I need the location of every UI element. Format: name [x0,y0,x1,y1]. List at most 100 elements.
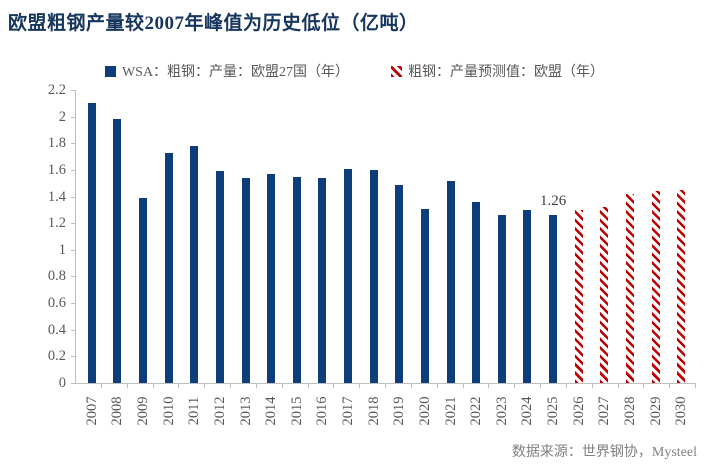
bar-slot-2014: 2014 [258,90,284,426]
y-axis-tick [71,223,75,225]
y-axis-label: 0.2 [47,348,66,365]
y-axis-tick [71,169,75,171]
x-axis-label-2008: 2008 [109,396,126,426]
chart-title: 欧盟粗钢产量较2007年峰值为历史低位（亿吨） [8,13,419,34]
bar-2022 [472,201,481,383]
bar-2025 [549,215,558,383]
y-axis-label: 1 [58,241,66,258]
bar-slot-2029: 2029 [643,90,669,426]
x-axis-tick [617,384,619,388]
x-axis-tick [126,384,128,388]
bar-slot-2010: 2010 [156,90,182,426]
x-axis-tick [410,384,412,388]
y-axis-label: 1.2 [47,215,66,232]
bar-2015 [292,176,301,383]
bar-2012 [215,171,224,383]
source-note: 数据来源：世界钢协，Mysteel [511,445,697,460]
x-axis-label-2007: 2007 [83,396,100,426]
x-axis-tick [643,384,645,388]
x-axis-label-2026: 2026 [570,396,587,426]
bar-slot-2009: 2009 [130,90,156,426]
legend-item-forecast: 粗钢：产量预测值：欧盟（年） [391,61,604,81]
x-axis-tick [230,384,231,388]
y-axis-tick [71,329,75,331]
bar-slot-2011: 2011 [182,90,208,425]
x-axis-tick [695,384,696,388]
x-axis-tick [385,384,386,388]
bar-2011 [190,145,199,383]
x-axis-label-2012: 2012 [211,396,228,426]
bar-slot-2008: 2008 [105,90,131,426]
legend-item-actual: WSA：粗钢：产量：欧盟27国（年） [104,61,350,81]
x-axis-label-2020: 2020 [416,396,433,426]
bar-slot-2015: 2015 [284,90,310,426]
bar-2007 [87,103,96,383]
x-axis-label-2014: 2014 [263,396,280,426]
bar-2019 [395,184,404,383]
bar-slot-2013: 2013 [233,90,259,426]
x-axis-tick [514,384,516,388]
x-axis-label-2030: 2030 [673,396,690,426]
y-axis-tick [71,249,75,251]
bar-slot-2022: 2022 [463,90,489,426]
x-axis-tick [178,384,180,388]
y-axis-label: 2 [58,108,66,125]
y-axis-tick [71,143,75,145]
x-axis-tick [591,384,593,388]
y-axis-tick [71,356,75,358]
solid-swatch-icon [104,65,116,77]
x-axis-label-2024: 2024 [519,396,536,426]
bar-2010 [164,152,173,383]
bar-slot-2017: 2017 [335,90,361,426]
y-axis-tick [71,116,75,118]
bar-2026 [574,209,583,383]
y-axis-label: 2.2 [47,82,66,98]
x-axis-tick [307,384,309,388]
y-axis-tick [71,90,75,91]
bar-2021 [446,180,455,383]
bar-slot-2025: 1.26 2025 [539,90,567,425]
legend: WSA：粗钢：产量：欧盟27国（年） 粗钢：产量预测值：欧盟（年） [0,61,709,81]
x-axis-tick [462,384,464,388]
bar-2014 [267,173,276,383]
bar-2016 [318,177,327,383]
bar-slot-2007: 2007 [79,90,105,426]
y-axis-tick [71,196,75,198]
bar-slot-2021: 2021 [438,90,464,426]
bar-slot-2012: 2012 [207,90,233,426]
y-axis-label: 1.8 [47,135,66,152]
x-axis-tick [152,384,154,388]
x-axis-tick [488,384,490,388]
x-axis-tick [255,384,257,388]
bar-2020 [420,208,429,383]
bar-2030 [677,189,686,383]
bar-slot-2023: 2023 [489,90,515,426]
bar-2024 [523,209,532,383]
x-axis-label-2011: 2011 [186,396,203,426]
y-axis-tick [71,276,75,278]
legend-label-actual: WSA：粗钢：产量：欧盟27国（年） [121,65,350,80]
plot-area: 2007 2008 2009 2010 2011 2012 2013 2014 2015 2016… [75,90,696,426]
y-axis-label: 1.4 [47,188,66,205]
bar-2017 [344,168,353,383]
y-axis-label: 0 [58,375,66,391]
legend-label-forecast: 粗钢：产量预测值：欧盟（年） [408,65,605,80]
x-axis-label-2027: 2027 [596,396,613,426]
x-axis-tick [436,384,438,388]
x-axis-tick [281,384,283,388]
x-axis-tick [359,384,361,388]
bar-slot-2026: 2026 [566,90,592,426]
y-axis-label: 0.4 [47,321,66,338]
x-axis-label-2022: 2022 [468,396,485,426]
x-axis-label-2017: 2017 [340,396,357,426]
bar-2028 [625,193,634,383]
bar-slot-2030: 2030 [668,90,694,426]
bar-slot-2027: 2027 [592,90,618,426]
bar-2018 [369,169,378,383]
data-label-2025: 1.26 [539,193,567,210]
x-axis-label-2015: 2015 [288,396,305,426]
x-axis-label-2013: 2013 [237,396,254,426]
y-axis-tick [71,383,75,384]
bar-slot-2018: 2018 [361,90,387,426]
